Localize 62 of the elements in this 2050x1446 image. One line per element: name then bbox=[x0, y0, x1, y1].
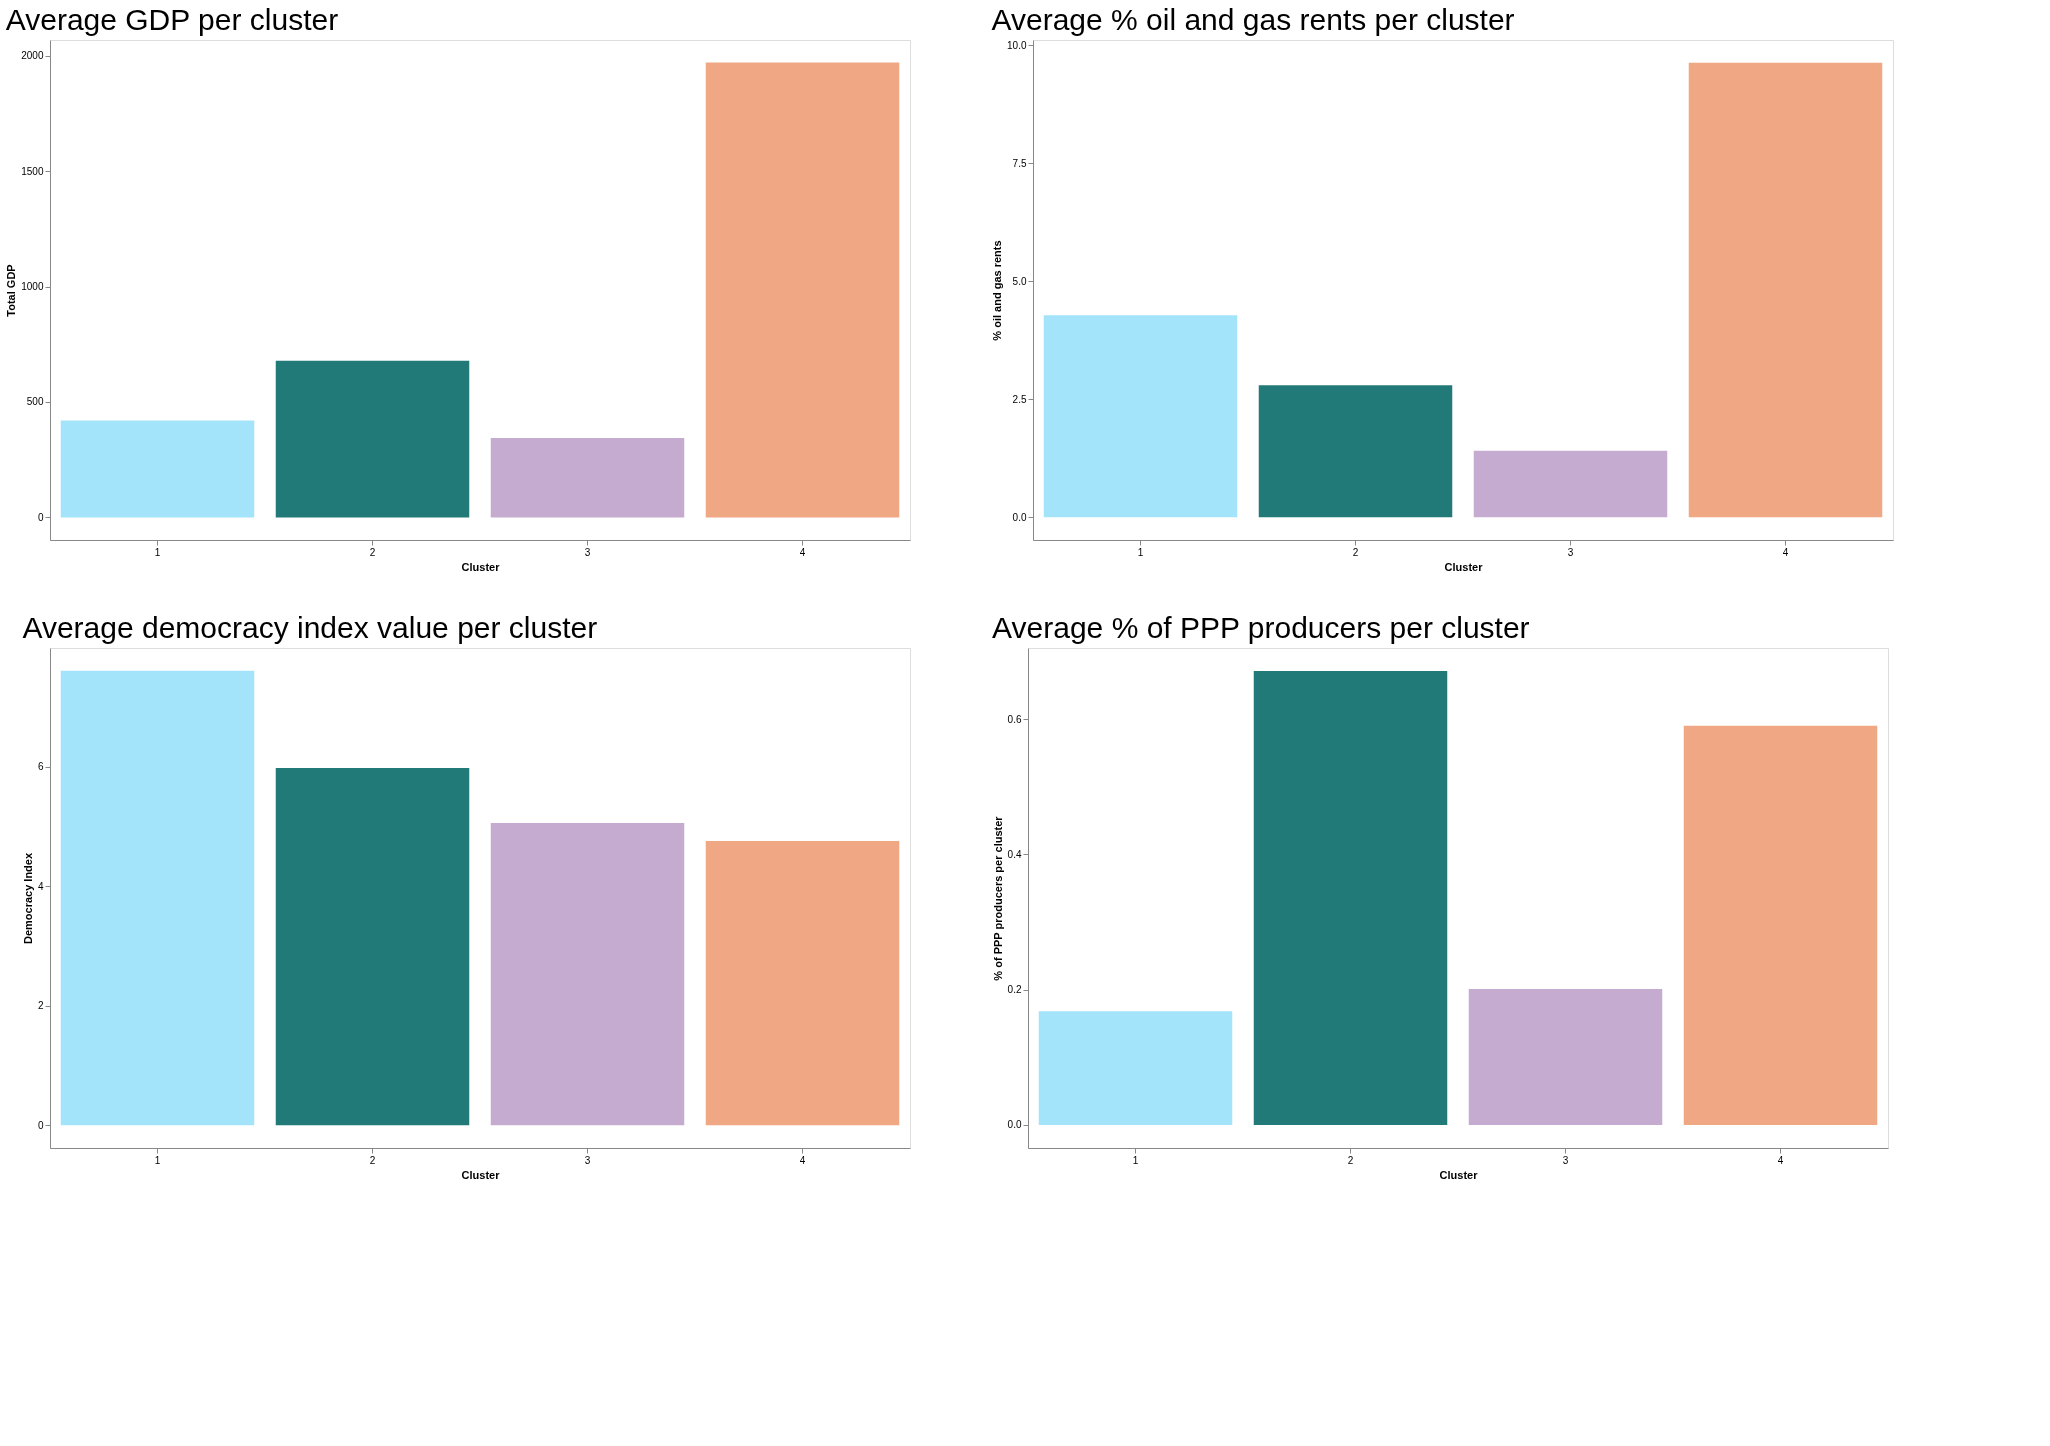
y-tick-label: 6 bbox=[37, 761, 44, 773]
bar bbox=[60, 670, 255, 1126]
y-tick-label: 2000 bbox=[21, 50, 44, 62]
x-tick-label: 2 bbox=[1347, 1154, 1354, 1166]
y-axis-title: % of PPP producers per cluster bbox=[991, 815, 1004, 981]
chart-title: Average democracy index value per cluster bbox=[22, 611, 598, 644]
chart-title: Average % of PPP producers per cluster bbox=[992, 611, 1530, 644]
x-tick-label: 1 bbox=[154, 1154, 161, 1166]
bar bbox=[1038, 1011, 1233, 1125]
y-tick-label: 0 bbox=[37, 511, 44, 523]
y-tick-label: 5.0 bbox=[1012, 275, 1027, 287]
x-axis-title: Cluster bbox=[461, 1168, 501, 1181]
y-tick-label: 2.5 bbox=[1012, 393, 1027, 405]
y-tick-label: 0.4 bbox=[1007, 848, 1022, 860]
x-tick-label: 1 bbox=[1132, 1154, 1139, 1166]
y-tick-label: 7.5 bbox=[1012, 157, 1027, 169]
x-tick-label: 3 bbox=[1562, 1154, 1569, 1166]
y-axis-title: % oil and gas rents bbox=[991, 240, 1004, 341]
x-axis-title: Cluster bbox=[1439, 1168, 1479, 1181]
x-axis-title: Cluster bbox=[461, 560, 501, 573]
x-tick-label: 2 bbox=[369, 1154, 376, 1166]
x-tick-label: 1 bbox=[154, 546, 161, 558]
y-tick-label: 0 bbox=[37, 1119, 44, 1131]
bar bbox=[60, 420, 255, 518]
y-tick-label: 10.0 bbox=[1007, 39, 1027, 51]
x-tick-label: 1 bbox=[1137, 546, 1144, 558]
y-tick-label: 4 bbox=[37, 880, 44, 892]
y-axis-title: Democracy Index bbox=[21, 852, 34, 945]
x-tick-label: 3 bbox=[1567, 546, 1574, 558]
x-tick-label: 3 bbox=[584, 546, 591, 558]
y-tick-label: 500 bbox=[26, 396, 44, 408]
x-tick-label: 2 bbox=[369, 546, 376, 558]
x-tick-label: 4 bbox=[799, 546, 806, 558]
x-tick-label: 4 bbox=[799, 1154, 806, 1166]
y-tick-label: 1000 bbox=[21, 281, 44, 293]
bar bbox=[705, 840, 900, 1126]
bar bbox=[1688, 62, 1883, 518]
x-axis-title: Cluster bbox=[1444, 560, 1484, 573]
bar bbox=[1253, 671, 1448, 1125]
chart-title: Average GDP per cluster bbox=[5, 3, 339, 36]
bar bbox=[1473, 450, 1668, 518]
bar bbox=[705, 62, 900, 518]
y-tick-label: 0.0 bbox=[1012, 511, 1027, 523]
bar bbox=[1468, 989, 1663, 1125]
x-tick-label: 4 bbox=[1777, 1154, 1784, 1166]
x-tick-label: 4 bbox=[1782, 546, 1789, 558]
y-tick-label: 0.2 bbox=[1007, 984, 1022, 996]
y-tick-label: 2 bbox=[37, 1000, 44, 1012]
bar bbox=[1683, 725, 1878, 1125]
bar bbox=[1043, 315, 1238, 518]
x-tick-label: 2 bbox=[1352, 546, 1359, 558]
bar bbox=[275, 768, 470, 1126]
bar bbox=[490, 823, 685, 1126]
chart-title: Average % oil and gas rents per cluster bbox=[991, 3, 1515, 36]
x-tick-label: 3 bbox=[584, 1154, 591, 1166]
y-tick-label: 1500 bbox=[21, 165, 44, 177]
bar bbox=[275, 360, 470, 518]
y-axis-title: Total GDP bbox=[5, 264, 18, 317]
y-tick-label: 0.6 bbox=[1007, 713, 1022, 725]
bar bbox=[1258, 385, 1453, 518]
y-tick-label: 0.0 bbox=[1007, 1119, 1022, 1131]
bar bbox=[490, 437, 685, 518]
